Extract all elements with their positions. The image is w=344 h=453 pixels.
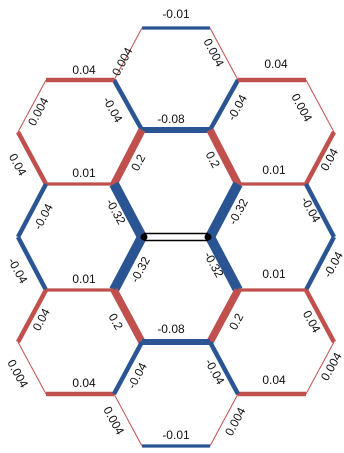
bond-lr-lower-right (305, 341, 335, 395)
bond-label-mr-upper-right: -0.04 (298, 194, 324, 225)
bond-ml-lower-right (109, 234, 147, 293)
bond-label-ul-top: 0.04 (72, 63, 96, 77)
bond-bot-upper-right (208, 340, 240, 396)
bond-ur-upper-right (305, 79, 335, 133)
bond-label-lr-lower-right: 0.004 (318, 350, 344, 383)
bond-label-ll-bottom: 0.04 (72, 376, 96, 390)
bond-label-bot-lower-right: 0.004 (222, 405, 249, 438)
edge-layer (16, 26, 336, 448)
bond-label-ul-left: 0.04 (6, 151, 30, 178)
bond-ur-right (304, 130, 336, 186)
bond-bot-upper-left (112, 340, 144, 396)
bond-label-lr-bottom: 0.04 (262, 373, 286, 387)
bond-label-bot-top: -0.08 (157, 322, 185, 336)
label-layer: -0.010.004 0.004-0.04 -0.04-0.080.040.0040… (4, 7, 344, 442)
bond-label-bot-lower-left: 0.004 (100, 404, 127, 437)
bond-label-top-lower-left: -0.04 (100, 94, 126, 125)
bond-label-top-top: -0.01 (162, 7, 190, 21)
bond-label-ur-upper-right: 0.004 (288, 91, 315, 124)
bond-top-lower-left (112, 78, 144, 132)
bond-ul-lower-right (110, 128, 146, 186)
bond-bot-lower-left (113, 393, 143, 447)
bond-lr-right (304, 288, 336, 344)
bond-label-ml-lower-left: -0.04 (5, 255, 31, 286)
bond-label-top-bottom: -0.08 (157, 112, 185, 126)
bond-label-ll-lower-left: 0.004 (4, 357, 31, 390)
bond-mr-lower-right (304, 235, 336, 292)
bond-lr-upper-left (206, 288, 242, 344)
bond-bot-lower-right (209, 393, 239, 447)
center-bond-right-dot (204, 233, 212, 241)
bond-mr-upper-right (304, 182, 336, 239)
bond-label-ur-bottom: 0.01 (262, 163, 286, 177)
bond-ul-left (16, 130, 48, 186)
bond-label-lr-top: 0.01 (262, 267, 286, 281)
bond-ll-upper-right (110, 288, 146, 344)
bond-label-bot-bottom: -0.01 (162, 428, 190, 442)
bond-label-ur-right: 0.04 (317, 146, 341, 173)
bond-label-bot-upper-right: -0.04 (202, 356, 228, 387)
bond-ml-upper-left (16, 182, 48, 239)
bond-ll-lower-left (17, 341, 47, 395)
bond-top-lower-right (208, 78, 240, 132)
bond-label-ll-top: 0.01 (72, 272, 96, 286)
bond-ur-lower-left (206, 128, 242, 186)
bond-label-top-left: 0.004 (109, 45, 136, 78)
bond-top-right (209, 27, 239, 81)
bond-label-ul-bottom: 0.01 (72, 166, 96, 180)
bond-mr-lower-left (205, 234, 243, 293)
bond-mr-upper-left (205, 181, 243, 240)
center-bond-left-dot (140, 233, 148, 241)
bond-label-ur-top: 0.04 (264, 57, 288, 71)
bond-ll-left (16, 288, 48, 344)
bond-top-left (113, 27, 143, 81)
bond-ml-upper-right (109, 181, 147, 240)
bond-ul-upper-left (17, 79, 47, 133)
bond-ml-lower-left (16, 235, 48, 292)
center-bond-layer (140, 232, 212, 242)
